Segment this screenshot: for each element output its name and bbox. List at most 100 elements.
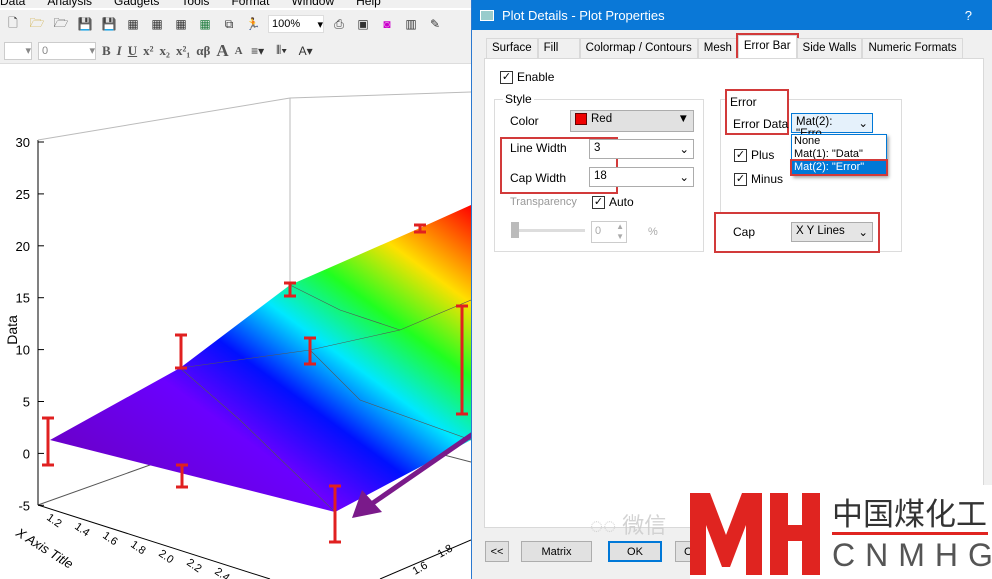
menu-format[interactable]: Format: [231, 0, 270, 8]
superscript-button[interactable]: x²: [143, 42, 154, 58]
supersubscript-button[interactable]: x²₁: [175, 42, 191, 58]
menu-gadgets[interactable]: Gadgets: [114, 0, 160, 8]
help-button[interactable]: ?: [964, 7, 972, 23]
error-data-dropdown: None Mat(1): "Data" Mat(2): "Error": [790, 134, 888, 176]
tab-surface[interactable]: Surface: [486, 38, 538, 58]
save-template-icon[interactable]: 💾: [101, 17, 117, 31]
menu-tools[interactable]: Tools: [181, 0, 210, 8]
graph-export-icon[interactable]: ◙: [383, 17, 391, 31]
cap-width-label: Cap Width: [510, 171, 567, 185]
x-tick-label: 2.2: [184, 557, 203, 576]
save-icon[interactable]: 💾: [77, 17, 93, 31]
new-file-icon[interactable]: 🗋: [8, 15, 18, 30]
tab-fill[interactable]: Fill: [537, 38, 580, 58]
spin-arrows-icon[interactable]: ▲ ▼: [616, 222, 624, 241]
decrease-font-button[interactable]: A: [234, 44, 243, 57]
chevron-down-icon: ▾: [25, 45, 31, 57]
transparency-value: 0: [595, 225, 602, 237]
transparency-slider[interactable]: [511, 222, 585, 238]
chevron-down-icon: ▾: [317, 18, 323, 31]
menu-analysis[interactable]: Analysis: [47, 0, 93, 8]
error-bar: [284, 281, 296, 298]
error-data-select[interactable]: Mat(2): "Erro ⌄: [791, 113, 873, 140]
auto-label: Auto: [609, 195, 634, 209]
matrix-button[interactable]: Matrix: [521, 541, 592, 562]
logo-english-text: CNMHG: [832, 537, 992, 573]
tab-error-bar[interactable]: Error Bar: [735, 33, 799, 60]
tab-mesh[interactable]: Mesh: [697, 38, 738, 58]
x-tick-label: 1.8: [128, 539, 147, 558]
import-ascii-icon[interactable]: ▦: [151, 17, 163, 31]
menubar: Data Analysis Gadgets Tools Format Windo…: [0, 0, 471, 8]
x-tick-labels: 1.2 1.4 1.6 1.8 2.0 2.2 2.4: [44, 512, 231, 579]
y-tick-label: 1.6: [411, 560, 430, 578]
notes-icon[interactable]: ✎: [429, 17, 441, 31]
collapse-button[interactable]: <<: [485, 541, 509, 562]
z-tick-label: 5: [23, 395, 30, 410]
error-group-label: Error: [730, 95, 757, 109]
cap-select[interactable]: X Y Lines ⌄: [791, 222, 873, 242]
font-select[interactable]: ▾: [4, 41, 32, 60]
enable-checkbox[interactable]: ✓ Enable: [500, 70, 554, 85]
transparency-spinner[interactable]: 0 ▲ ▼: [591, 221, 627, 243]
cnmhg-logo: 中国煤化工 CNMHG: [690, 485, 992, 579]
tab-colormap[interactable]: Colormap / Contours: [579, 38, 698, 58]
tab-numeric-formats[interactable]: Numeric Formats: [862, 38, 963, 58]
cap-width-value: 18: [594, 170, 607, 182]
increase-font-button[interactable]: A: [216, 40, 229, 60]
line-width-select[interactable]: 3 ⌄: [589, 139, 694, 159]
line-width-value: 3: [594, 142, 601, 154]
slideshow-icon[interactable]: ▣: [357, 17, 369, 31]
print-icon[interactable]: ⎙: [334, 16, 344, 31]
color-select[interactable]: Red ▼: [570, 110, 694, 132]
z-tick-label: 30: [16, 135, 30, 150]
error-bar: [414, 223, 426, 234]
bold-button[interactable]: B: [102, 42, 111, 58]
open-icon[interactable]: 🗁: [29, 15, 45, 30]
option-none[interactable]: None: [794, 135, 821, 147]
color-swatch: [575, 113, 587, 125]
minus-checkbox[interactable]: ✓ Minus: [734, 172, 783, 187]
column-icon[interactable]: ⦀▾: [276, 43, 288, 57]
greek-button[interactable]: αβ: [196, 42, 211, 58]
import-icon[interactable]: ▦: [127, 17, 139, 31]
font-color-icon[interactable]: A▾: [298, 43, 313, 58]
color-value: Red: [591, 113, 613, 126]
align-icon[interactable]: ≡▾: [251, 43, 265, 58]
x-tick-label: 1.6: [100, 530, 119, 549]
cap-width-select[interactable]: 18 ⌄: [589, 167, 694, 187]
import-multi-icon[interactable]: ▦: [175, 17, 187, 31]
y-axis: [379, 539, 471, 579]
open-template-icon[interactable]: 🗁: [53, 15, 69, 30]
check-icon: ✓: [592, 196, 605, 210]
option-mat2-selected[interactable]: Mat(2): "Error": [790, 159, 888, 176]
italic-button[interactable]: I: [116, 42, 122, 58]
highlight-box: [725, 89, 789, 135]
box-edge: [289, 91, 471, 99]
recalculate-icon[interactable]: 🏃: [245, 17, 261, 31]
import-excel-icon[interactable]: ▦: [199, 17, 211, 31]
menu-data[interactable]: Data: [0, 0, 26, 8]
menu-window[interactable]: Window: [291, 0, 335, 8]
tab-side-walls[interactable]: Side Walls: [796, 38, 863, 58]
cap-value: X Y Lines: [796, 225, 845, 237]
font-size-select[interactable]: 0 ▾: [38, 41, 96, 60]
slider-thumb[interactable]: [511, 222, 519, 238]
error-bar: [42, 416, 54, 467]
auto-checkbox[interactable]: ✓ Auto: [592, 195, 634, 210]
subscript-button[interactable]: x₂: [159, 42, 170, 58]
menu-help[interactable]: Help: [356, 0, 381, 8]
underline-button[interactable]: U: [127, 42, 138, 58]
movie-icon[interactable]: ▥: [405, 17, 417, 31]
zoom-select[interactable]: 100% ▾: [268, 15, 324, 33]
duplicate-icon[interactable]: ⧉: [224, 16, 234, 31]
z-tick-labels: 30 25 20 15 10 5 0 -5: [16, 135, 44, 513]
ok-button[interactable]: OK: [608, 541, 662, 562]
error-group: [720, 99, 902, 252]
option-mat1[interactable]: Mat(1): "Data": [794, 148, 863, 160]
plot-details-dialog: Plot Details - Plot Properties ? Surface…: [471, 0, 992, 579]
x-axis-label: X Axis Title: [13, 524, 76, 571]
dialog-icon: [480, 9, 494, 21]
wechat-icon: ◌◌: [590, 513, 623, 538]
plus-checkbox[interactable]: ✓ Plus: [734, 148, 774, 163]
